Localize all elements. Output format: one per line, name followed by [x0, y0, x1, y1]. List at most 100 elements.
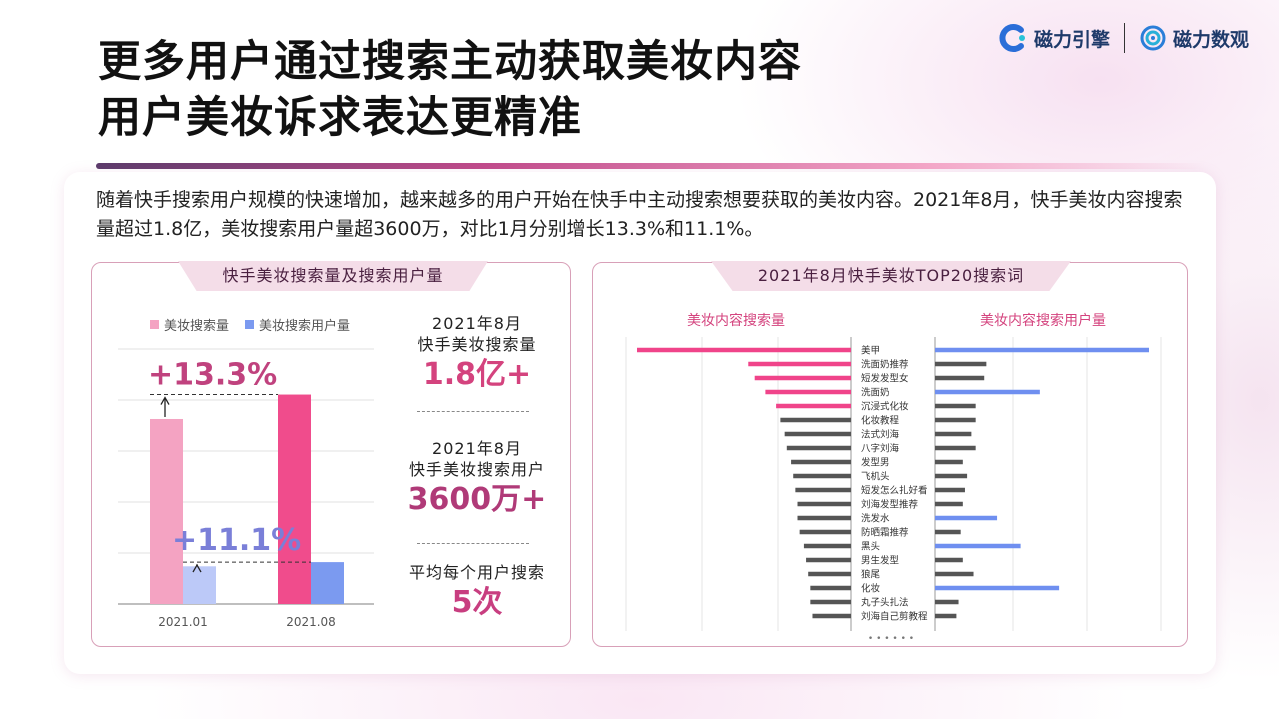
arrow-head-icon: [192, 563, 202, 573]
category-label: 化妆: [861, 583, 881, 595]
bar-left-短发发型女: [754, 375, 851, 381]
stat-search-users: 2021年8月 快手美妆搜索用户 3600万+: [392, 438, 562, 520]
category-label: 洗发水: [861, 513, 890, 525]
legend-label: 美妆搜索量: [164, 319, 230, 334]
logo-divider: [1123, 23, 1125, 53]
bar-left-法式刘海: [784, 431, 851, 437]
stat-avg-search: 平均每个用户搜索 5次: [392, 562, 562, 623]
bar-left-化妆教程: [780, 417, 851, 423]
stat-label-line: 2021年8月: [432, 439, 522, 458]
left-bar-chart: 2021.01 2021.08 +13.3% +11.1%: [118, 348, 374, 629]
bar-left-发型男: [791, 459, 851, 465]
bar-right-美甲: [935, 347, 1149, 353]
bar-left-刘海自己剪教程: [812, 613, 851, 619]
bar-search-users-2021.01: [183, 566, 216, 604]
category-label: 狼尾: [861, 569, 880, 581]
bar-left-男生发型: [806, 557, 851, 563]
bar-right-防晒霜推荐: [935, 529, 961, 535]
category-label: 洗面奶推荐: [861, 359, 909, 371]
category-label: 洗面奶: [861, 387, 890, 399]
bar-right-化妆教程: [935, 417, 976, 423]
bar-left-八字刘海: [786, 445, 851, 451]
bar-right-发型男: [935, 459, 963, 465]
bar-right-沉浸式化妆: [935, 403, 976, 409]
bar-right-男生发型: [935, 557, 963, 563]
bar-left-黑头: [803, 543, 851, 549]
title-underline: [96, 163, 1206, 169]
legend-swatch-pink: [150, 320, 159, 329]
growth-label-volume: +13.3%: [148, 358, 277, 393]
stat-search-volume: 2021年8月 快手美妆搜索量 1.8亿+: [392, 313, 562, 395]
more-dots: • • • • • •: [868, 634, 914, 644]
stat-value-search-users: 3600万+: [407, 482, 547, 517]
bar-left-刘海发型推荐: [797, 501, 851, 507]
bar-right-洗面奶推荐: [935, 361, 987, 367]
cili-data-icon: [1140, 25, 1166, 51]
category-label: 化妆教程: [861, 415, 900, 427]
bar-left-防晒霜推荐: [799, 529, 851, 535]
stat-label-line: 快手美妆搜索量: [417, 335, 537, 354]
series-header-search-users: 美妆内容搜索用户量: [980, 312, 1106, 329]
category-label: 发型男: [861, 457, 890, 469]
left-chart-legend: 美妆搜索量 美妆搜索用户量: [150, 315, 350, 334]
bar-right-飞机头: [935, 473, 968, 479]
search-volume-panel: 快手美妆搜索量及搜索用户量 美妆搜索量 美妆搜索用户量 2021.01 2021.…: [91, 261, 571, 647]
legend-item-search-users: 美妆搜索用户量: [245, 315, 350, 334]
top20-butterfly-chart: 美妆内容搜索量 美妆内容搜索用户量美甲洗面奶推荐短发发型女洗面奶沉浸式化妆化妆教程…: [625, 312, 1162, 644]
bar-left-丸子头扎法: [810, 599, 851, 605]
category-label: 美甲: [861, 345, 880, 357]
bar-left-沉浸式化妆: [776, 403, 851, 409]
brand-logos: 磁力引擎 磁力数观: [998, 22, 1249, 54]
bar-right-狼尾: [935, 571, 974, 577]
cili-engine-icon: [999, 24, 1025, 52]
stat-value-avg-search: 5次: [451, 585, 503, 620]
legend-item-search-volume: 美妆搜索量: [150, 315, 229, 334]
x-tick-label: 2021.01: [158, 615, 208, 629]
bar-left-短发怎么扎好看: [795, 487, 851, 493]
category-label: 八字刘海: [861, 443, 900, 455]
logo-cili-engine: 磁力引擎: [998, 23, 1110, 53]
category-label: 法式刘海: [861, 429, 900, 441]
title-line-1: 更多用户通过搜索主动获取美妆内容: [98, 37, 802, 87]
bar-search-users-2021.08: [311, 562, 344, 604]
bar-right-刘海自己剪教程: [935, 613, 957, 619]
bar-left-飞机头: [793, 473, 851, 479]
logo-text-engine: 磁力引擎: [1033, 28, 1110, 51]
bar-left-洗面奶推荐: [748, 361, 851, 367]
stat-divider: [417, 411, 529, 412]
bar-right-黑头: [935, 543, 1021, 549]
stat-value-search-volume: 1.8亿+: [422, 357, 532, 392]
title-line-2: 用户美妆诉求表达更精准: [98, 93, 582, 143]
x-tick-label: 2021.08: [286, 615, 336, 629]
bar-left-美甲: [637, 347, 851, 353]
category-label: 短发怎么扎好看: [861, 485, 928, 497]
stat-label-line: 快手美妆搜索用户: [408, 460, 545, 479]
bar-right-丸子头扎法: [935, 599, 959, 605]
bar-left-化妆: [810, 585, 851, 591]
bar-right-法式刘海: [935, 431, 972, 437]
right-panel-title: 2021年8月快手美妆TOP20搜索词: [711, 261, 1071, 291]
bar-right-八字刘海: [935, 445, 976, 451]
stat-divider: [417, 543, 529, 544]
category-label: 丸子头扎法: [861, 597, 909, 609]
left-panel-title: 快手美妆搜索量及搜索用户量: [178, 261, 488, 291]
arrow-head-icon: [160, 396, 170, 405]
logo-cili-data: 磁力数观: [1139, 24, 1249, 52]
category-label: 短发发型女: [861, 373, 909, 385]
bar-search-volume-2021.01: [150, 418, 183, 604]
stat-label-line: 平均每个用户搜索: [408, 563, 545, 582]
bar-right-短发怎么扎好看: [935, 487, 965, 493]
page-title: 更多用户通过搜索主动获取美妆内容 用户美妆诉求表达更精准: [98, 34, 802, 146]
category-label: 黑头: [861, 541, 880, 553]
bar-right-洗面奶: [935, 389, 1040, 395]
bar-right-短发发型女: [935, 375, 985, 381]
bar-left-洗发水: [797, 515, 851, 521]
bar-left-狼尾: [808, 571, 851, 577]
bar-left-洗面奶: [765, 389, 851, 395]
bar-right-刘海发型推荐: [935, 501, 963, 507]
category-label: 飞机头: [861, 471, 890, 483]
bar-right-化妆: [935, 585, 1060, 591]
growth-label-users: +11.1%: [172, 523, 301, 558]
top20-panel: 2021年8月快手美妆TOP20搜索词 美妆内容搜索量 美妆内容搜索用户量美甲洗面…: [592, 261, 1188, 647]
series-header-search-volume: 美妆内容搜索量: [687, 312, 785, 329]
